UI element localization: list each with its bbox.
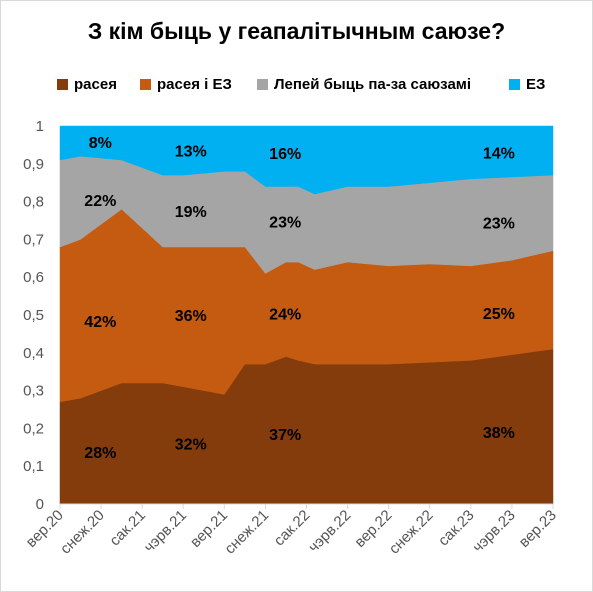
legend-swatch-russia-and-eu: [140, 79, 151, 90]
y-tick-label: 0,5: [23, 307, 44, 324]
data-label: 8%: [89, 135, 112, 152]
legend-label-russia-and-eu: расея і ЕЗ: [157, 76, 232, 93]
area-3: [59, 125, 554, 195]
data-label: 36%: [175, 308, 207, 325]
x-tick-label: чэрв.23: [470, 507, 519, 556]
data-label: 19%: [175, 204, 207, 221]
x-tick-label: снеж.20: [57, 507, 108, 558]
y-tick-label: 0,1: [23, 458, 44, 475]
data-label: 13%: [175, 144, 207, 161]
data-label: 42%: [84, 314, 116, 331]
x-tick-label: снеж.22: [386, 507, 437, 558]
data-label: 14%: [483, 145, 515, 162]
data-label: 23%: [269, 215, 301, 232]
y-tick-label: 0,2: [23, 420, 44, 437]
y-tick-label: 0,6: [23, 269, 44, 286]
legend-label-eu: ЕЗ: [526, 76, 546, 93]
data-label: 23%: [483, 215, 515, 232]
legend-item-russia-and-eu: расея і ЕЗ: [140, 76, 232, 93]
legend-item-russia: расея: [57, 76, 117, 93]
legend-label-russia: расея: [74, 76, 117, 93]
data-label: 24%: [269, 306, 301, 323]
y-tick-label: 0,9: [23, 156, 44, 173]
y-tick-label: 0,4: [23, 345, 44, 362]
legend: расея расея і ЕЗ Лепей быць па-за саюзам…: [0, 76, 593, 96]
legend-item-eu: ЕЗ: [509, 76, 545, 93]
y-tick-label: 0,7: [23, 231, 44, 248]
x-tick-label: вер.23: [516, 507, 560, 551]
data-label: 28%: [84, 445, 116, 462]
y-tick-label: 0: [36, 496, 44, 513]
data-label: 25%: [483, 306, 515, 323]
data-label: 22%: [84, 193, 116, 210]
x-tick-label: снеж.21: [221, 507, 272, 558]
legend-swatch-outside-unions: [257, 79, 268, 90]
x-tick-label: чэрв.22: [305, 507, 354, 556]
y-tick-label: 0,3: [23, 383, 44, 400]
x-tick-label: чэрв.21: [141, 507, 190, 556]
legend-swatch-russia: [57, 79, 68, 90]
legend-swatch-eu: [509, 79, 520, 90]
chart-title: З кім быць у геапалітычным саюзе?: [87, 18, 506, 44]
data-label: 38%: [483, 425, 515, 442]
y-tick-label: 0,8: [23, 194, 44, 211]
legend-label-outside-unions: Лепей быць па-за саюзамі: [274, 76, 472, 93]
data-label: 32%: [175, 437, 207, 454]
data-label: 37%: [269, 427, 301, 444]
y-tick-label: 1: [36, 118, 44, 135]
data-label: 16%: [269, 146, 301, 163]
legend-item-outside-unions: Лепей быць па-за саюзамі: [257, 76, 471, 93]
